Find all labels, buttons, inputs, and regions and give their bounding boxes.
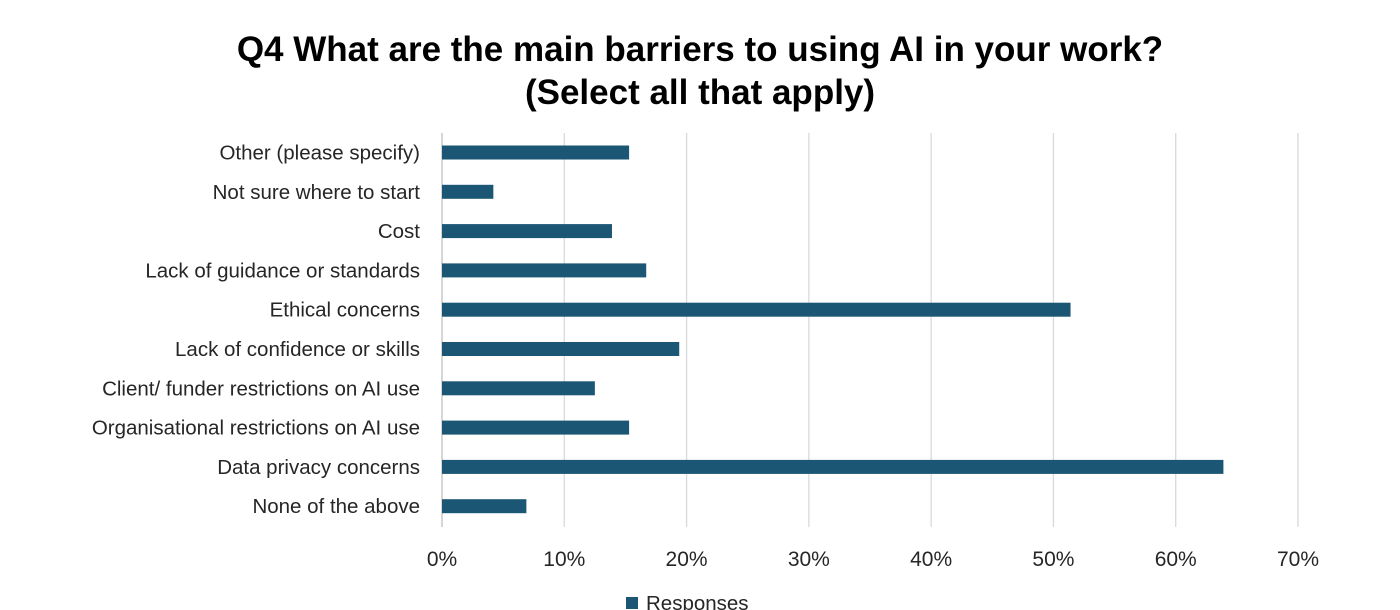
x-tick-label: 0% — [427, 548, 457, 571]
x-tick-label: 20% — [666, 548, 708, 571]
bar — [442, 420, 630, 435]
category-label: Organisational restrictions on AI use — [92, 417, 420, 440]
bar — [442, 263, 647, 278]
x-tick-label: 40% — [910, 548, 952, 571]
x-tick-label: 10% — [543, 548, 585, 571]
category-label: Data privacy concerns — [217, 456, 420, 479]
bar — [442, 342, 680, 356]
chart-title: Q4 What are the main barriers to using A… — [0, 28, 1400, 114]
legend-swatch — [626, 597, 638, 609]
legend-label: Responses — [646, 592, 749, 610]
category-label: Cost — [378, 220, 420, 243]
category-label: None of the above — [252, 495, 420, 518]
category-label: Not sure where to start — [213, 181, 421, 204]
category-label: Lack of guidance or standards — [145, 259, 420, 282]
x-tick-label: 50% — [1032, 548, 1074, 571]
chart-title-line-1: Q4 What are the main barriers to using A… — [236, 30, 1164, 69]
category-label: Other (please specify) — [219, 142, 420, 165]
category-label: Ethical concerns — [270, 299, 420, 322]
bar — [442, 499, 527, 514]
chart-title-line-2: (Select all that apply) — [524, 73, 876, 112]
bar — [442, 459, 1224, 474]
bar — [442, 381, 595, 396]
bar — [442, 224, 612, 239]
bar — [442, 145, 630, 160]
x-tick-label: 70% — [1277, 548, 1319, 571]
category-label: Lack of confidence or skills — [175, 338, 420, 361]
x-tick-label: 60% — [1155, 548, 1197, 571]
category-label: Client/ funder restrictions on AI use — [102, 377, 420, 400]
bar — [442, 184, 494, 199]
bar — [442, 302, 1071, 317]
x-tick-label: 30% — [788, 548, 830, 571]
